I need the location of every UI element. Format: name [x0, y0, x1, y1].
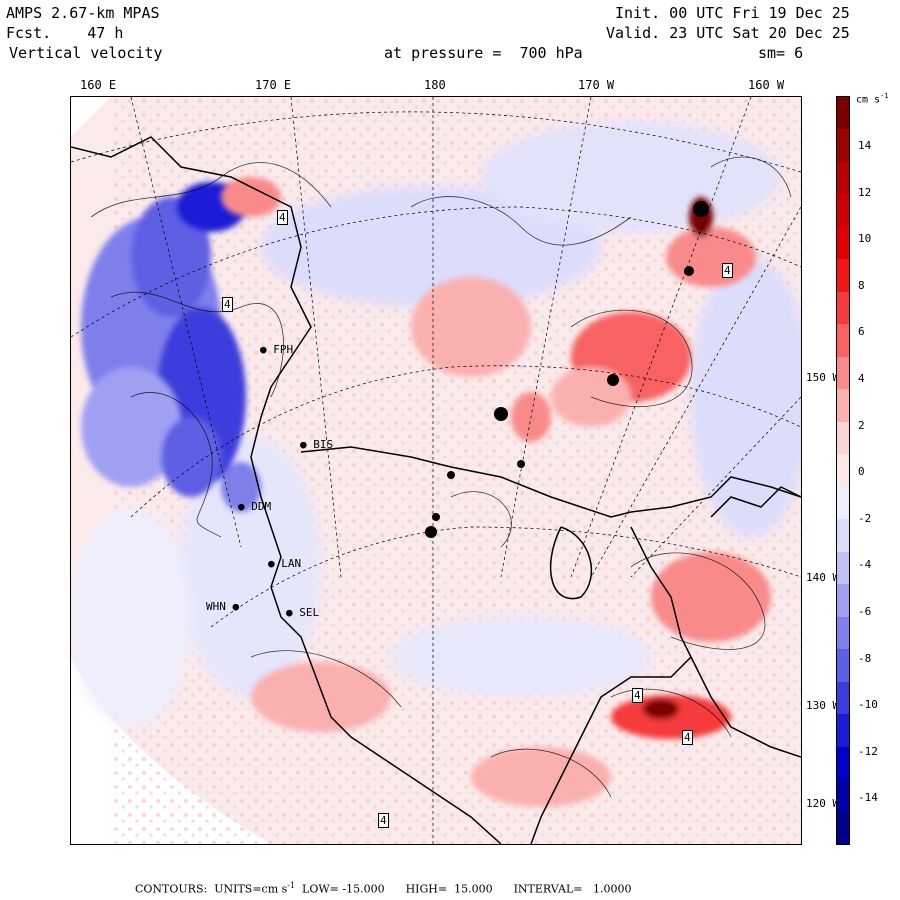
- colorbar-cell: [837, 779, 849, 812]
- upward-motion-regions: [221, 177, 771, 807]
- colorbar-tick-label: -6: [858, 605, 872, 618]
- colorbar-units-exp: -1: [880, 92, 889, 100]
- colorbar-cell: [837, 129, 849, 163]
- colorbar-cell: [837, 811, 849, 845]
- colorbar-tick-label: 10: [858, 232, 872, 246]
- map-canvas: [71, 97, 801, 844]
- colorbar-tick-label: 12: [858, 185, 872, 199]
- station-bis: ● BIS: [300, 438, 334, 451]
- lon-label-160e: 160 E: [80, 78, 117, 92]
- colorbar-tick-label: -4: [858, 558, 872, 572]
- station-fph: ● FPH: [260, 343, 294, 356]
- colorbar-tick-label: -2: [858, 511, 872, 525]
- colorbar-cell: [837, 161, 849, 195]
- colorbar-cell: [837, 486, 849, 520]
- colorbar-cell: [837, 421, 849, 455]
- lon-label-160w: 160 W: [748, 78, 785, 92]
- colorbar-cell: [837, 551, 849, 585]
- colorbar-tick-label: -14: [858, 791, 878, 805]
- colorbar-cell: [837, 389, 849, 423]
- station-whn: WHN ●: [206, 600, 240, 613]
- colorbar-cell: [837, 714, 849, 748]
- marker-label: 4: [378, 813, 389, 828]
- lon-label-180: 180: [424, 78, 446, 92]
- footer-rest: LOW= -15.000 HIGH= 15.000 INTERVAL= 1.00…: [295, 882, 632, 896]
- colorbar-tick-label: 14: [858, 139, 872, 152]
- colorbar-tick-label: 8: [858, 278, 865, 292]
- pressure-level: at pressure = 700 hPa: [384, 44, 583, 62]
- station-sel: ● SEL: [286, 606, 320, 619]
- graticule: [71, 97, 801, 844]
- colorbar-tick-label: 6: [858, 325, 865, 339]
- colorbar-tick-label: -10: [858, 698, 878, 712]
- intense-cells: [425, 201, 709, 538]
- colorbar-tick-label: 4: [858, 372, 865, 385]
- lon-label-170e: 170 E: [255, 78, 292, 92]
- lon-label-150w: 150 W: [806, 371, 840, 384]
- colorbar-cell: [837, 681, 849, 715]
- colorbar-tick-label: 2: [858, 418, 865, 432]
- colorbar-tick-label: 0: [858, 465, 865, 479]
- colorbar-cell: [837, 291, 849, 325]
- marker-label: 4: [277, 210, 288, 225]
- colorbar-cell: [837, 584, 849, 618]
- lon-label-140w: 140 W: [806, 571, 840, 584]
- colorbar-cell: [837, 194, 849, 228]
- marker-label: 4: [222, 297, 233, 312]
- forecast-hour: Fcst. 47 h: [6, 24, 124, 42]
- downward-motion-regions: [71, 122, 801, 727]
- vertical-velocity-map: [70, 96, 802, 845]
- marker-label: 4: [722, 263, 733, 278]
- colorbar: [836, 96, 850, 845]
- colorbar-units-text: cm s: [856, 94, 881, 106]
- colorbar-units: cm s-1: [856, 92, 889, 105]
- colorbar-tick-label: -8: [858, 651, 872, 665]
- smoothing-value: sm= 6: [758, 44, 804, 62]
- lon-label-170w: 170 W: [578, 78, 615, 92]
- station-whn-label: WHN: [206, 600, 226, 613]
- contour-footer: CONTOURS: UNITS=cm s-1 LOW= -15.000 HIGH…: [135, 881, 631, 896]
- colorbar-cell: [837, 649, 849, 683]
- colorbar-cell: [837, 454, 849, 488]
- station-sel-label: SEL: [299, 606, 320, 619]
- model-title: AMPS 2.67-km MPAS: [6, 4, 160, 22]
- lon-label-120w: 120 W: [806, 797, 840, 810]
- coastlines: [71, 136, 801, 844]
- station-fph-label: FPH: [273, 343, 294, 356]
- marker-label: 4: [632, 688, 643, 703]
- marker-label: 4: [682, 730, 693, 745]
- colorbar-cell: [837, 356, 849, 390]
- lon-label-130w: 130 W: [806, 699, 840, 712]
- colorbar-cell: [837, 616, 849, 650]
- colorbar-cell: [837, 259, 849, 293]
- field-name: Vertical velocity: [9, 44, 163, 62]
- footer-exp: -1: [287, 881, 296, 890]
- station-lan: ● LAN: [268, 557, 302, 570]
- colorbar-cell: [837, 324, 849, 358]
- station-lan-label: LAN: [281, 557, 302, 570]
- station-bis-label: BIS: [313, 438, 334, 451]
- colorbar-cell: [837, 226, 849, 260]
- station-ddm: ● DDM: [238, 500, 272, 513]
- station-ddm-label: DDM: [251, 500, 272, 513]
- valid-time: Valid. 23 UTC Sat 20 Dec 25: [606, 24, 850, 42]
- colorbar-cell: [837, 519, 849, 553]
- colorbar-cell: [837, 746, 849, 780]
- colorbar-tick-label: -12: [858, 744, 878, 758]
- init-time: Init. 00 UTC Fri 19 Dec 25: [615, 4, 850, 22]
- footer-contours: CONTOURS: UNITS=cm s: [135, 882, 288, 896]
- colorbar-cell: [837, 97, 849, 130]
